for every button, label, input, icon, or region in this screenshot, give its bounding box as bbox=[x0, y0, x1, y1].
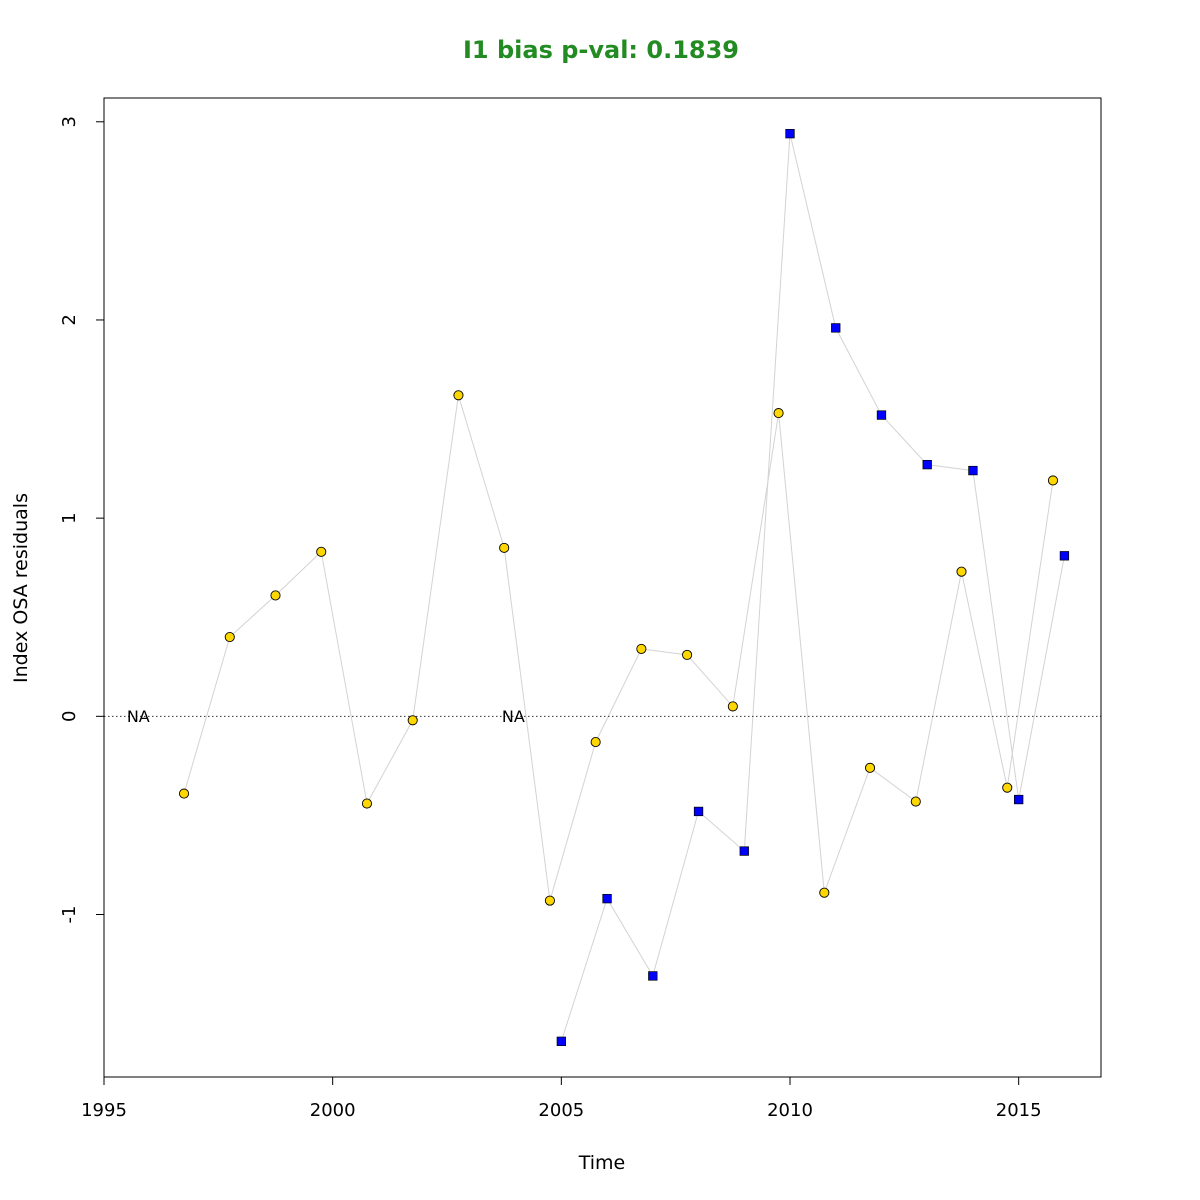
square-point bbox=[922, 459, 932, 470]
square-point bbox=[556, 1036, 566, 1046]
circle-point bbox=[407, 715, 418, 726]
circle-point bbox=[682, 649, 693, 660]
y-tick-label--1: -1 bbox=[59, 906, 80, 924]
x-axis: 1995 2000 2005 2010 2015 bbox=[81, 1076, 1042, 1121]
circle-point bbox=[1002, 782, 1013, 793]
circle-point bbox=[864, 762, 876, 773]
circle-point bbox=[773, 408, 784, 419]
chart-title: I1 bias p-val: 0.1839 bbox=[463, 36, 739, 64]
square-point bbox=[693, 806, 704, 817]
circle-point bbox=[910, 796, 921, 807]
square-point bbox=[968, 465, 978, 476]
circle-point bbox=[956, 566, 967, 577]
connector-lines bbox=[183, 133, 1065, 1042]
series-0-line bbox=[183, 395, 1054, 901]
circle-point bbox=[590, 737, 601, 748]
y-tick-label-2: 2 bbox=[59, 314, 80, 325]
square-point bbox=[602, 893, 612, 904]
circle-point bbox=[453, 390, 464, 401]
square-point bbox=[876, 410, 887, 420]
annotations: NA NA bbox=[127, 707, 525, 726]
square-point bbox=[1014, 794, 1024, 805]
square-point bbox=[785, 129, 795, 139]
y-tick-label-1: 1 bbox=[59, 512, 80, 523]
y-tick-label-3: 3 bbox=[59, 116, 80, 127]
series-1-line bbox=[560, 133, 1065, 1042]
square-point bbox=[831, 323, 841, 333]
square-point bbox=[648, 971, 658, 981]
circle-point bbox=[270, 590, 281, 601]
circle-point bbox=[316, 546, 327, 557]
x-tick-label-2005: 2005 bbox=[538, 1100, 584, 1121]
circle-point bbox=[361, 798, 373, 809]
circle-point bbox=[819, 887, 830, 898]
circle-point bbox=[727, 701, 738, 712]
na-annotation: NA bbox=[127, 707, 150, 726]
x-axis-label: Time bbox=[578, 1152, 626, 1174]
x-tick-label-2000: 2000 bbox=[310, 1100, 356, 1121]
plot-frame bbox=[103, 97, 1102, 1078]
circle-point bbox=[224, 631, 235, 643]
circle-point bbox=[499, 542, 510, 553]
x-tick-label-2015: 2015 bbox=[996, 1100, 1042, 1121]
y-axis: -1 0 1 2 3 bbox=[59, 116, 105, 924]
data-points bbox=[178, 129, 1070, 1046]
x-tick-label-1995: 1995 bbox=[81, 1100, 127, 1121]
square-point bbox=[739, 846, 749, 856]
circle-point bbox=[544, 895, 555, 906]
circle-point bbox=[636, 643, 647, 654]
x-tick-label-2010: 2010 bbox=[767, 1100, 813, 1121]
y-axis-label: Index OSA residuals bbox=[10, 493, 32, 683]
circle-point bbox=[178, 788, 190, 799]
circle-point bbox=[1047, 475, 1059, 486]
y-tick-label-0: 0 bbox=[59, 711, 80, 722]
na-annotation: NA bbox=[502, 707, 525, 726]
square-point bbox=[1059, 551, 1070, 561]
